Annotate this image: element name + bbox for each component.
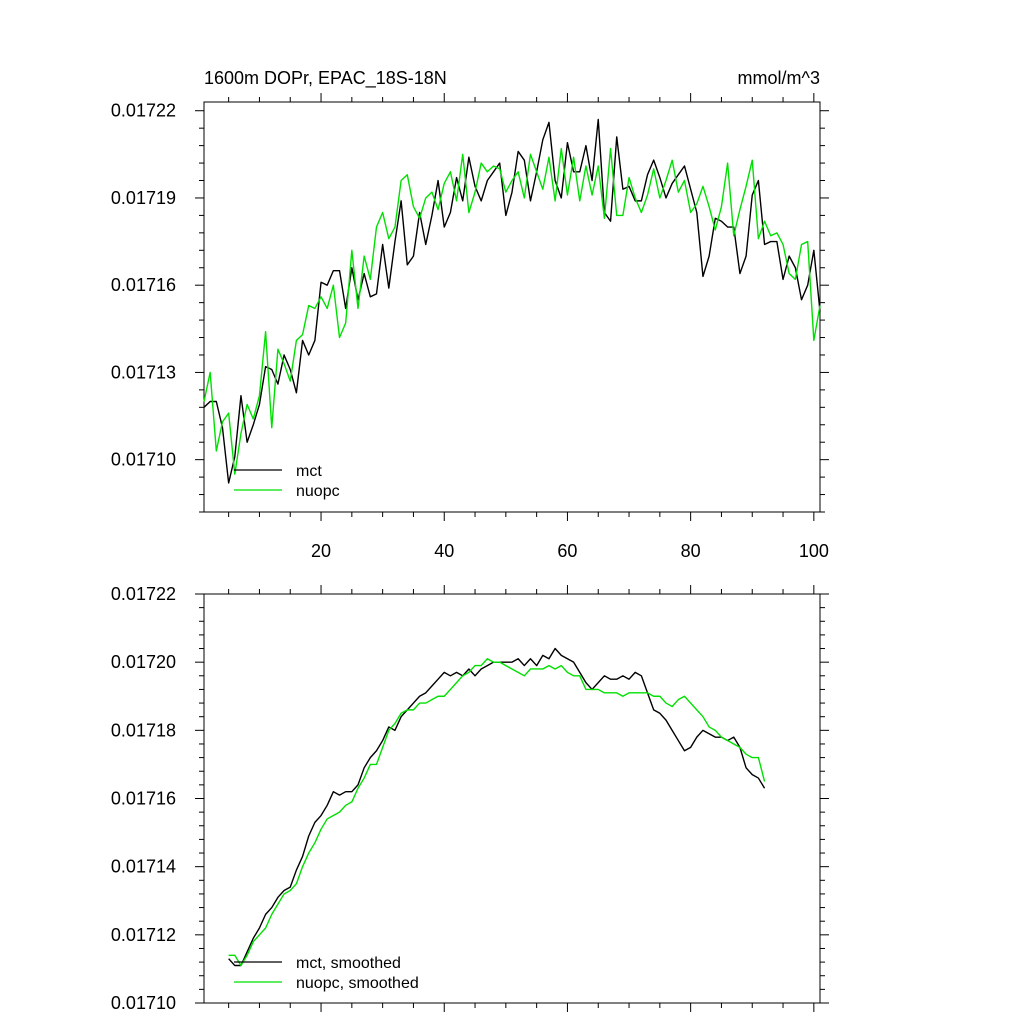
x-tick-label: 20 xyxy=(311,541,331,561)
top-legend: mct nuopc xyxy=(234,463,340,500)
bottom-legend: mct, smoothed nuopc, smoothed xyxy=(234,955,419,992)
y-tick-label: 0.01722 xyxy=(111,101,176,121)
top-series xyxy=(203,118,821,484)
x-tick-label: 60 xyxy=(557,541,577,561)
bottom-axes: 0.01710 0.01712 0.01714 0.01716 0.01718 0.017… xyxy=(111,584,829,1013)
legend-label-nuopc-smoothed: nuopc, smoothed xyxy=(296,975,419,992)
series-line-nuopc-smoothed xyxy=(228,658,766,967)
x-tick-label: 40 xyxy=(434,541,454,561)
y-tick-label: 0.01722 xyxy=(111,584,176,604)
x-tick-label: 100 xyxy=(799,541,829,561)
y-tick-label: 0.01719 xyxy=(111,188,176,208)
top-panel-title: 1600m DOPr, EPAC_18S-18N xyxy=(204,68,447,89)
y-tick-label: 0.01714 xyxy=(111,857,176,877)
top-panel-units: mmol/m^3 xyxy=(738,68,820,88)
y-tick-label: 0.01713 xyxy=(111,362,176,382)
y-tick-label: 0.01718 xyxy=(111,720,176,740)
plot-frame xyxy=(203,593,821,1004)
y-tick-label: 0.01720 xyxy=(111,652,176,672)
top-axes: 20 40 60 80 100 0.01710 0.01713 0.01716 0.01719 0… xyxy=(111,93,829,561)
y-tick-label: 0.01710 xyxy=(111,450,176,470)
y-tick-label: 0.01712 xyxy=(111,925,176,945)
legend-label-nuopc: nuopc xyxy=(296,483,340,500)
series-line-nuopc xyxy=(203,147,821,475)
x-tick-label: 80 xyxy=(681,541,701,561)
y-tick-label: 0.01716 xyxy=(111,275,176,295)
y-tick-label: 0.01716 xyxy=(111,789,176,809)
series-line-mct xyxy=(203,118,821,484)
legend-label-mct-smoothed: mct, smoothed xyxy=(296,955,401,972)
top-panel: 1600m DOPr, EPAC_18S-18N mmol/m^3 20 40 60… xyxy=(111,68,829,561)
bottom-series xyxy=(228,647,766,967)
y-tick-label: 0.01710 xyxy=(111,993,176,1013)
bottom-panel: 0.01710 0.01712 0.01714 0.01716 0.01718 0.017… xyxy=(111,584,829,1013)
legend-label-mct: mct xyxy=(296,463,322,480)
